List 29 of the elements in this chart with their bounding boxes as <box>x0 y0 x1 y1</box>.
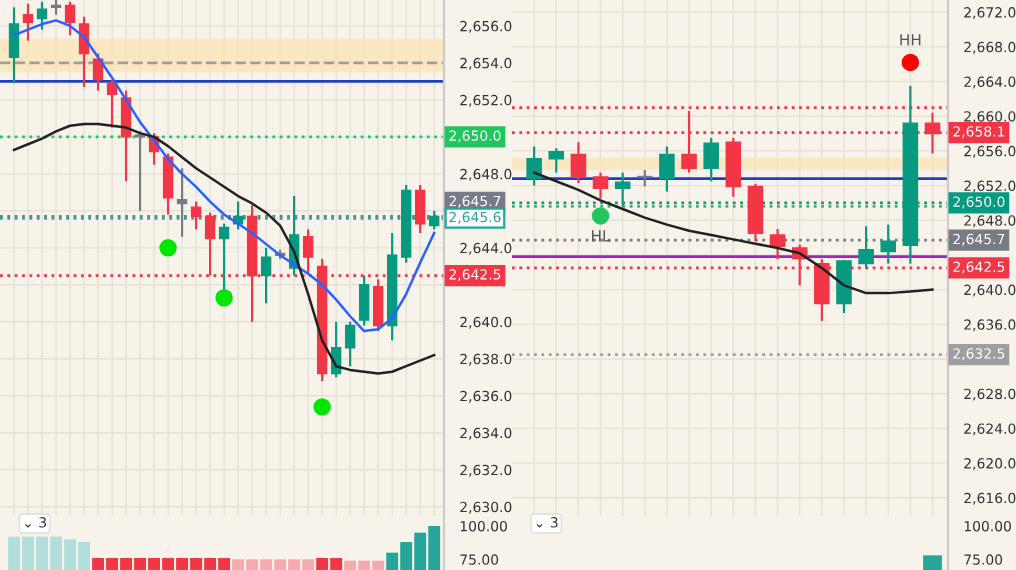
candlestick <box>429 209 440 231</box>
candlestick <box>570 141 587 185</box>
candlestick <box>858 225 874 270</box>
candlestick <box>344 320 356 368</box>
candlestick <box>659 145 675 193</box>
candlestick <box>880 223 897 265</box>
candlestick <box>703 136 719 183</box>
candlestick <box>162 152 174 216</box>
candlestick <box>725 136 742 198</box>
candlestick <box>548 147 565 174</box>
candlestick <box>302 228 314 275</box>
point <box>313 398 331 416</box>
candlestick <box>747 182 764 243</box>
candlestick <box>8 6 20 85</box>
candlestick <box>36 0 48 31</box>
candlestick <box>769 227 786 261</box>
point <box>215 289 233 307</box>
candlestick <box>260 246 272 305</box>
candlestick <box>358 274 370 327</box>
point <box>159 239 177 257</box>
candlestick <box>134 130 146 212</box>
candlestick <box>592 171 609 200</box>
candlestick <box>190 200 202 231</box>
candlestick <box>836 259 852 315</box>
candlestick <box>92 52 104 92</box>
candlestick <box>415 183 426 235</box>
candlestick <box>64 0 76 37</box>
candlestick <box>526 145 542 187</box>
candlestick <box>22 2 34 42</box>
